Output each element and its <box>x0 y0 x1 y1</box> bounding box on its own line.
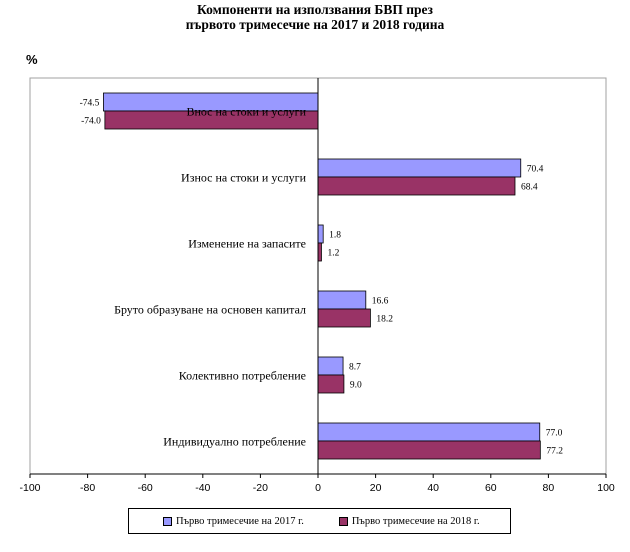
value-label-2018-3: 18.2 <box>376 315 393 325</box>
value-label-2017-5: 77.0 <box>546 429 563 439</box>
value-label-2018-1: 68.4 <box>521 183 538 193</box>
value-label-2017-2: 1.8 <box>329 231 341 241</box>
bar-2018-4 <box>317 374 345 394</box>
value-label-2017-4: 8.7 <box>349 363 361 373</box>
category-label-5: Индивидуално потребление <box>163 435 306 449</box>
bar-2018-1 <box>317 176 516 196</box>
bar-2017-5 <box>317 422 541 442</box>
x-tick-label-9: 80 <box>543 482 555 494</box>
chart-title-line-2: първото тримесечие на 2017 и 2018 година <box>185 17 445 32</box>
bar-2017-3 <box>317 290 367 310</box>
legend-swatch-2018 <box>338 516 348 526</box>
y-axis-unit-label: % <box>26 52 38 67</box>
bar-2017-4 <box>317 356 344 376</box>
category-label-0: Внос на стоки и услуги <box>186 105 306 119</box>
bar-2018-5 <box>317 440 541 460</box>
legend-label-2017: Първо тримесечие на 2017 г. <box>176 515 304 527</box>
category-label-3: Бруто образуване на основен капитал <box>114 303 306 317</box>
x-tick-label-10: 100 <box>597 482 615 494</box>
x-tick-label-4: -20 <box>253 482 268 494</box>
bar-2018-2 <box>317 242 322 262</box>
bar-2018-3 <box>317 308 371 328</box>
x-tick-label-3: -40 <box>195 482 210 494</box>
bar-2017-1 <box>317 158 522 178</box>
chart-title: Компоненти на използвания БВП през първо… <box>0 2 630 32</box>
x-tick-label-7: 40 <box>427 482 439 494</box>
value-label-2018-2: 1.2 <box>327 249 339 259</box>
value-label-2017-3: 16.6 <box>372 297 389 307</box>
legend-label-2018: Първо тримесечие на 2018 г. <box>351 515 480 527</box>
x-tick-label-5: 0 <box>315 482 321 494</box>
x-tick-label-6: 20 <box>370 482 382 494</box>
legend: Първо тримесечие на 2017 г. Първо тримес… <box>128 508 511 534</box>
value-label-2018-0: -74.0 <box>81 117 101 127</box>
value-label-2017-0: -74.5 <box>80 99 100 109</box>
value-label-2018-4: 9.0 <box>350 381 362 391</box>
chart-title-line-1: Компоненти на използвания БВП през <box>197 2 433 17</box>
value-label-2017-1: 70.4 <box>527 165 544 175</box>
legend-item-2018: Първо тримесечие на 2018 г. <box>338 515 480 527</box>
x-tick-label-8: 60 <box>485 482 497 494</box>
category-label-1: Износ на стоки и услуги <box>181 171 307 185</box>
legend-swatch-2017 <box>163 516 172 526</box>
legend-item-2017: Първо тримесечие на 2017 г. <box>163 516 304 527</box>
x-tick-label-2: -60 <box>138 482 153 494</box>
x-tick-label-0: -100 <box>19 482 40 494</box>
category-label-4: Колективно потребление <box>179 369 306 383</box>
category-label-2: Изменение на запасите <box>188 237 306 251</box>
value-label-2018-5: 77.2 <box>546 447 563 457</box>
bar-2017-2 <box>317 224 324 244</box>
x-tick-label-1: -80 <box>80 482 95 494</box>
